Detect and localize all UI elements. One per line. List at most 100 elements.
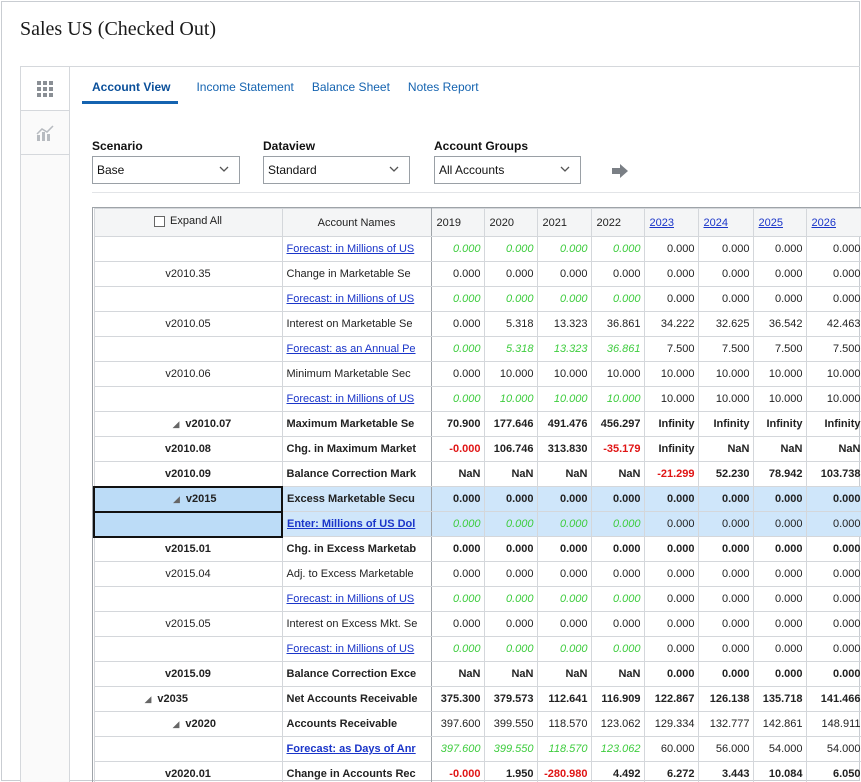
value-cell[interactable]: 7.500 <box>752 336 807 362</box>
value-cell[interactable]: 0.000 <box>643 286 699 312</box>
account-code-cell[interactable] <box>93 636 283 662</box>
value-cell[interactable]: 60.000 <box>643 736 699 762</box>
value-cell[interactable]: 0.000 <box>430 286 485 312</box>
account-code-cell[interactable]: v2015.05 <box>93 611 283 637</box>
value-cell[interactable]: 0.000 <box>643 236 699 262</box>
table-row[interactable]: Forecast: in Millions of US 0.000 0.000 0.0… <box>93 286 861 312</box>
value-cell[interactable]: 0.000 <box>805 286 861 312</box>
table-row[interactable]: Forecast: in Millions of US 0.000 10.000 10… <box>93 386 861 412</box>
value-cell[interactable]: 0.000 <box>697 661 754 687</box>
value-cell[interactable]: 10.000 <box>752 361 807 387</box>
collapse-triangle-icon[interactable]: ◢ <box>172 419 180 429</box>
value-cell[interactable]: 0.000 <box>536 586 592 612</box>
account-name-cell[interactable]: Chg. in Excess Marketab <box>281 536 432 562</box>
value-cell[interactable]: 0.000 <box>483 561 538 587</box>
table-row[interactable]: v2010.08 Chg. in Maximum Market -0.000 106.… <box>93 436 861 462</box>
year-header-2025[interactable]: 2025 <box>752 208 807 237</box>
value-cell[interactable]: NaN <box>752 436 807 462</box>
account-name-cell[interactable]: Balance Correction Mark <box>281 461 432 487</box>
forecast-method-link[interactable]: Enter: Millions of US Dol <box>281 511 432 537</box>
forecast-method-link[interactable]: Forecast: in Millions of US <box>281 386 432 412</box>
value-cell[interactable]: 0.000 <box>430 236 485 262</box>
table-row[interactable]: v2015.05 Interest on Excess Mkt. Se 0.000 0… <box>93 611 861 637</box>
value-cell[interactable]: NaN <box>536 661 592 687</box>
account-code-cell[interactable]: v2015.01 <box>93 536 283 562</box>
value-cell[interactable]: 0.000 <box>805 486 861 512</box>
value-cell[interactable]: 397.600 <box>430 711 485 737</box>
account-code-cell[interactable]: v2010.05 <box>93 311 283 337</box>
value-cell[interactable]: 10.000 <box>536 386 592 412</box>
go-button[interactable] <box>612 164 628 183</box>
value-cell[interactable]: 0.000 <box>590 286 645 312</box>
table-row[interactable]: ◢ v2020 Accounts Receivable 397.600 399.550 1… <box>93 711 861 737</box>
value-cell[interactable]: 0.000 <box>483 261 538 287</box>
value-cell[interactable]: 0.000 <box>643 611 699 637</box>
value-cell[interactable]: 123.062 <box>590 711 645 737</box>
value-cell[interactable]: 132.777 <box>697 711 754 737</box>
value-cell[interactable]: 0.000 <box>697 561 754 587</box>
value-cell[interactable]: 3.443 <box>697 761 754 782</box>
value-cell[interactable]: 10.000 <box>483 386 538 412</box>
value-cell[interactable]: 375.300 <box>430 686 485 712</box>
expand-all-checkbox[interactable] <box>154 215 165 227</box>
value-cell[interactable]: 13.323 <box>536 311 592 337</box>
value-cell[interactable]: 123.062 <box>590 736 645 762</box>
tab-account-view[interactable]: Account View <box>82 80 179 104</box>
value-cell[interactable]: NaN <box>483 661 538 687</box>
value-cell[interactable]: 0.000 <box>536 561 592 587</box>
value-cell[interactable]: 0.000 <box>752 511 807 537</box>
value-cell[interactable]: 0.000 <box>430 311 485 337</box>
forecast-method-link[interactable]: Forecast: in Millions of US <box>281 236 432 262</box>
account-code-cell[interactable]: ◢ v2020 <box>93 711 283 737</box>
value-cell[interactable]: 0.000 <box>430 361 485 387</box>
table-row[interactable]: v2010.35 Change in Marketable Se 0.000 0.00… <box>93 261 861 287</box>
account-name-cell[interactable]: Minimum Marketable Sec <box>281 361 432 387</box>
value-cell[interactable]: 0.000 <box>805 661 861 687</box>
value-cell[interactable]: 0.000 <box>697 261 754 287</box>
value-cell[interactable]: NaN <box>805 436 861 462</box>
account-code-cell[interactable] <box>93 386 283 412</box>
dataview-select[interactable]: Standard <box>263 156 410 184</box>
value-cell[interactable]: 0.000 <box>430 511 485 537</box>
value-cell[interactable]: 0.000 <box>590 536 645 562</box>
value-cell[interactable]: 0.000 <box>805 261 861 287</box>
collapse-triangle-icon[interactable]: ◢ <box>173 494 180 504</box>
table-row[interactable]: v2010.09 Balance Correction Mark NaN NaN NaN… <box>93 461 861 487</box>
value-cell[interactable]: -0.000 <box>430 436 485 462</box>
value-cell[interactable]: NaN <box>697 436 754 462</box>
account-code-cell[interactable] <box>93 336 283 362</box>
table-row[interactable]: Forecast: as an Annual Pe 0.000 5.318 13.32… <box>93 336 861 362</box>
value-cell[interactable]: 399.550 <box>483 711 538 737</box>
value-cell[interactable]: 0.000 <box>483 511 538 537</box>
value-cell[interactable]: -35.179 <box>590 436 645 462</box>
value-cell[interactable]: 42.463 <box>805 311 861 337</box>
value-cell[interactable]: 10.000 <box>805 361 861 387</box>
account-name-cell[interactable]: Change in Accounts Rec <box>281 761 432 782</box>
value-cell[interactable]: 36.861 <box>590 336 645 362</box>
value-cell[interactable]: -280.980 <box>536 761 592 782</box>
tab-balance-sheet[interactable]: Balance Sheet <box>311 80 390 94</box>
value-cell[interactable]: NaN <box>483 461 538 487</box>
value-cell[interactable]: 10.000 <box>805 386 861 412</box>
value-cell[interactable]: 0.000 <box>430 486 485 512</box>
value-cell[interactable]: 0.000 <box>643 586 699 612</box>
value-cell[interactable]: NaN <box>430 661 485 687</box>
value-cell[interactable]: NaN <box>536 461 592 487</box>
value-cell[interactable]: 116.909 <box>590 686 645 712</box>
value-cell[interactable]: 0.000 <box>536 261 592 287</box>
value-cell[interactable]: 1.950 <box>483 761 538 782</box>
value-cell[interactable]: 148.911 <box>805 711 861 737</box>
collapse-triangle-icon[interactable]: ◢ <box>172 719 180 729</box>
value-cell[interactable]: 0.000 <box>536 511 592 537</box>
value-cell[interactable]: 6.050 <box>805 761 861 782</box>
value-cell[interactable]: 0.000 <box>643 536 699 562</box>
account-name-cell[interactable]: Balance Correction Exce <box>281 661 432 687</box>
value-cell[interactable]: NaN <box>590 461 645 487</box>
value-cell[interactable]: 0.000 <box>590 511 645 537</box>
value-cell[interactable]: -0.000 <box>430 761 485 782</box>
value-cell[interactable]: 0.000 <box>752 586 807 612</box>
value-cell[interactable]: 70.900 <box>430 411 485 437</box>
value-cell[interactable]: 0.000 <box>697 486 754 512</box>
table-row[interactable]: Enter: Millions of US Dol 0.000 0.000 0.000… <box>93 511 861 538</box>
value-cell[interactable]: 399.550 <box>483 736 538 762</box>
